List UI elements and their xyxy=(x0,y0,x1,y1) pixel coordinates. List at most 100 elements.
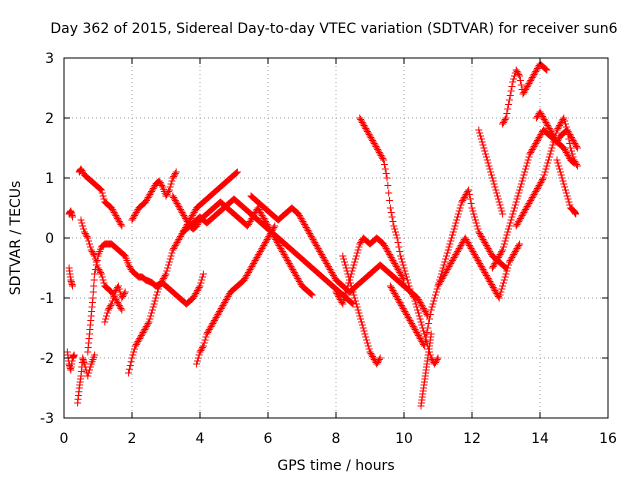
data-point xyxy=(494,254,502,261)
data-point xyxy=(450,225,458,233)
data-point xyxy=(189,210,197,218)
data-point xyxy=(295,212,303,219)
data-point xyxy=(171,242,179,249)
data-point xyxy=(525,200,533,207)
data-point xyxy=(198,276,206,284)
data-point xyxy=(445,243,453,251)
data-point xyxy=(466,243,474,251)
data-point xyxy=(211,315,219,323)
data-point xyxy=(159,275,167,282)
data-point xyxy=(198,345,206,353)
data-point xyxy=(183,218,191,225)
data-point xyxy=(567,144,575,152)
data-point xyxy=(390,288,398,296)
data-point xyxy=(256,209,264,216)
data-point xyxy=(528,195,535,203)
x-tick-label: 4 xyxy=(196,431,205,447)
x-tick-label: 14 xyxy=(531,431,549,447)
data-point xyxy=(163,267,171,275)
data-point xyxy=(353,249,361,257)
data-point xyxy=(477,135,485,143)
data-point xyxy=(439,273,447,281)
y-tick-label: 2 xyxy=(45,111,54,127)
data-point xyxy=(383,174,391,182)
data-point xyxy=(523,83,531,90)
data-point xyxy=(492,258,500,266)
data-point xyxy=(448,231,456,239)
data-point xyxy=(549,141,557,149)
data-point xyxy=(164,264,172,272)
data-point xyxy=(506,257,514,264)
data-point xyxy=(448,257,456,264)
data-point xyxy=(318,251,326,258)
data-point xyxy=(398,273,406,281)
data-point xyxy=(142,197,150,204)
data-point xyxy=(250,258,258,266)
data-point xyxy=(393,264,401,272)
data-point xyxy=(433,285,441,293)
data-point xyxy=(97,185,105,193)
data-point xyxy=(560,144,568,152)
data-point xyxy=(287,263,295,270)
data-point xyxy=(352,252,360,260)
data-point xyxy=(363,126,371,134)
data-point xyxy=(406,317,414,324)
data-point xyxy=(435,281,443,288)
data-point xyxy=(108,206,116,213)
data-point xyxy=(391,225,399,233)
data-point xyxy=(306,230,314,237)
data-point xyxy=(490,285,498,293)
data-point xyxy=(404,314,412,321)
data-point xyxy=(486,165,494,173)
data-point xyxy=(454,213,462,221)
data-point xyxy=(216,306,224,314)
data-point xyxy=(508,83,516,90)
data-point xyxy=(414,296,422,303)
data-point xyxy=(458,198,466,206)
data-point xyxy=(356,312,364,320)
data-point xyxy=(87,246,95,254)
data-point xyxy=(549,131,557,138)
data-point xyxy=(452,219,460,227)
data-point xyxy=(428,303,436,311)
data-point xyxy=(522,86,530,93)
data-point xyxy=(516,216,524,224)
data-point xyxy=(412,327,420,335)
data-point xyxy=(362,333,370,341)
data-point xyxy=(375,357,382,365)
data-point xyxy=(278,248,286,255)
x-tick-label: 16 xyxy=(599,431,617,447)
data-point xyxy=(515,242,523,249)
data-point xyxy=(546,150,554,158)
data-point xyxy=(242,273,250,281)
data-point xyxy=(519,90,527,98)
data-point xyxy=(526,198,534,206)
data-point xyxy=(210,317,218,324)
data-point xyxy=(172,168,180,176)
data-point xyxy=(515,189,523,197)
data-point xyxy=(400,264,408,272)
data-point xyxy=(465,191,473,198)
data-point xyxy=(233,168,241,176)
data-point xyxy=(470,249,478,257)
data-point xyxy=(491,287,499,294)
data-point xyxy=(113,213,121,221)
data-point xyxy=(126,264,134,272)
data-point xyxy=(396,269,404,276)
data-point xyxy=(189,294,197,302)
data-point xyxy=(508,254,516,261)
data-point xyxy=(542,165,550,173)
data-point xyxy=(357,315,365,323)
data-point xyxy=(69,213,76,221)
data-point xyxy=(480,237,488,245)
data-point xyxy=(179,210,187,218)
data-point xyxy=(233,169,241,177)
data-point xyxy=(109,294,117,302)
data-point xyxy=(293,273,301,281)
data-point xyxy=(390,258,398,266)
data-point xyxy=(502,114,510,122)
data-point xyxy=(499,120,507,128)
data-point xyxy=(457,242,465,249)
data-point xyxy=(349,288,357,296)
data-point xyxy=(91,270,99,278)
